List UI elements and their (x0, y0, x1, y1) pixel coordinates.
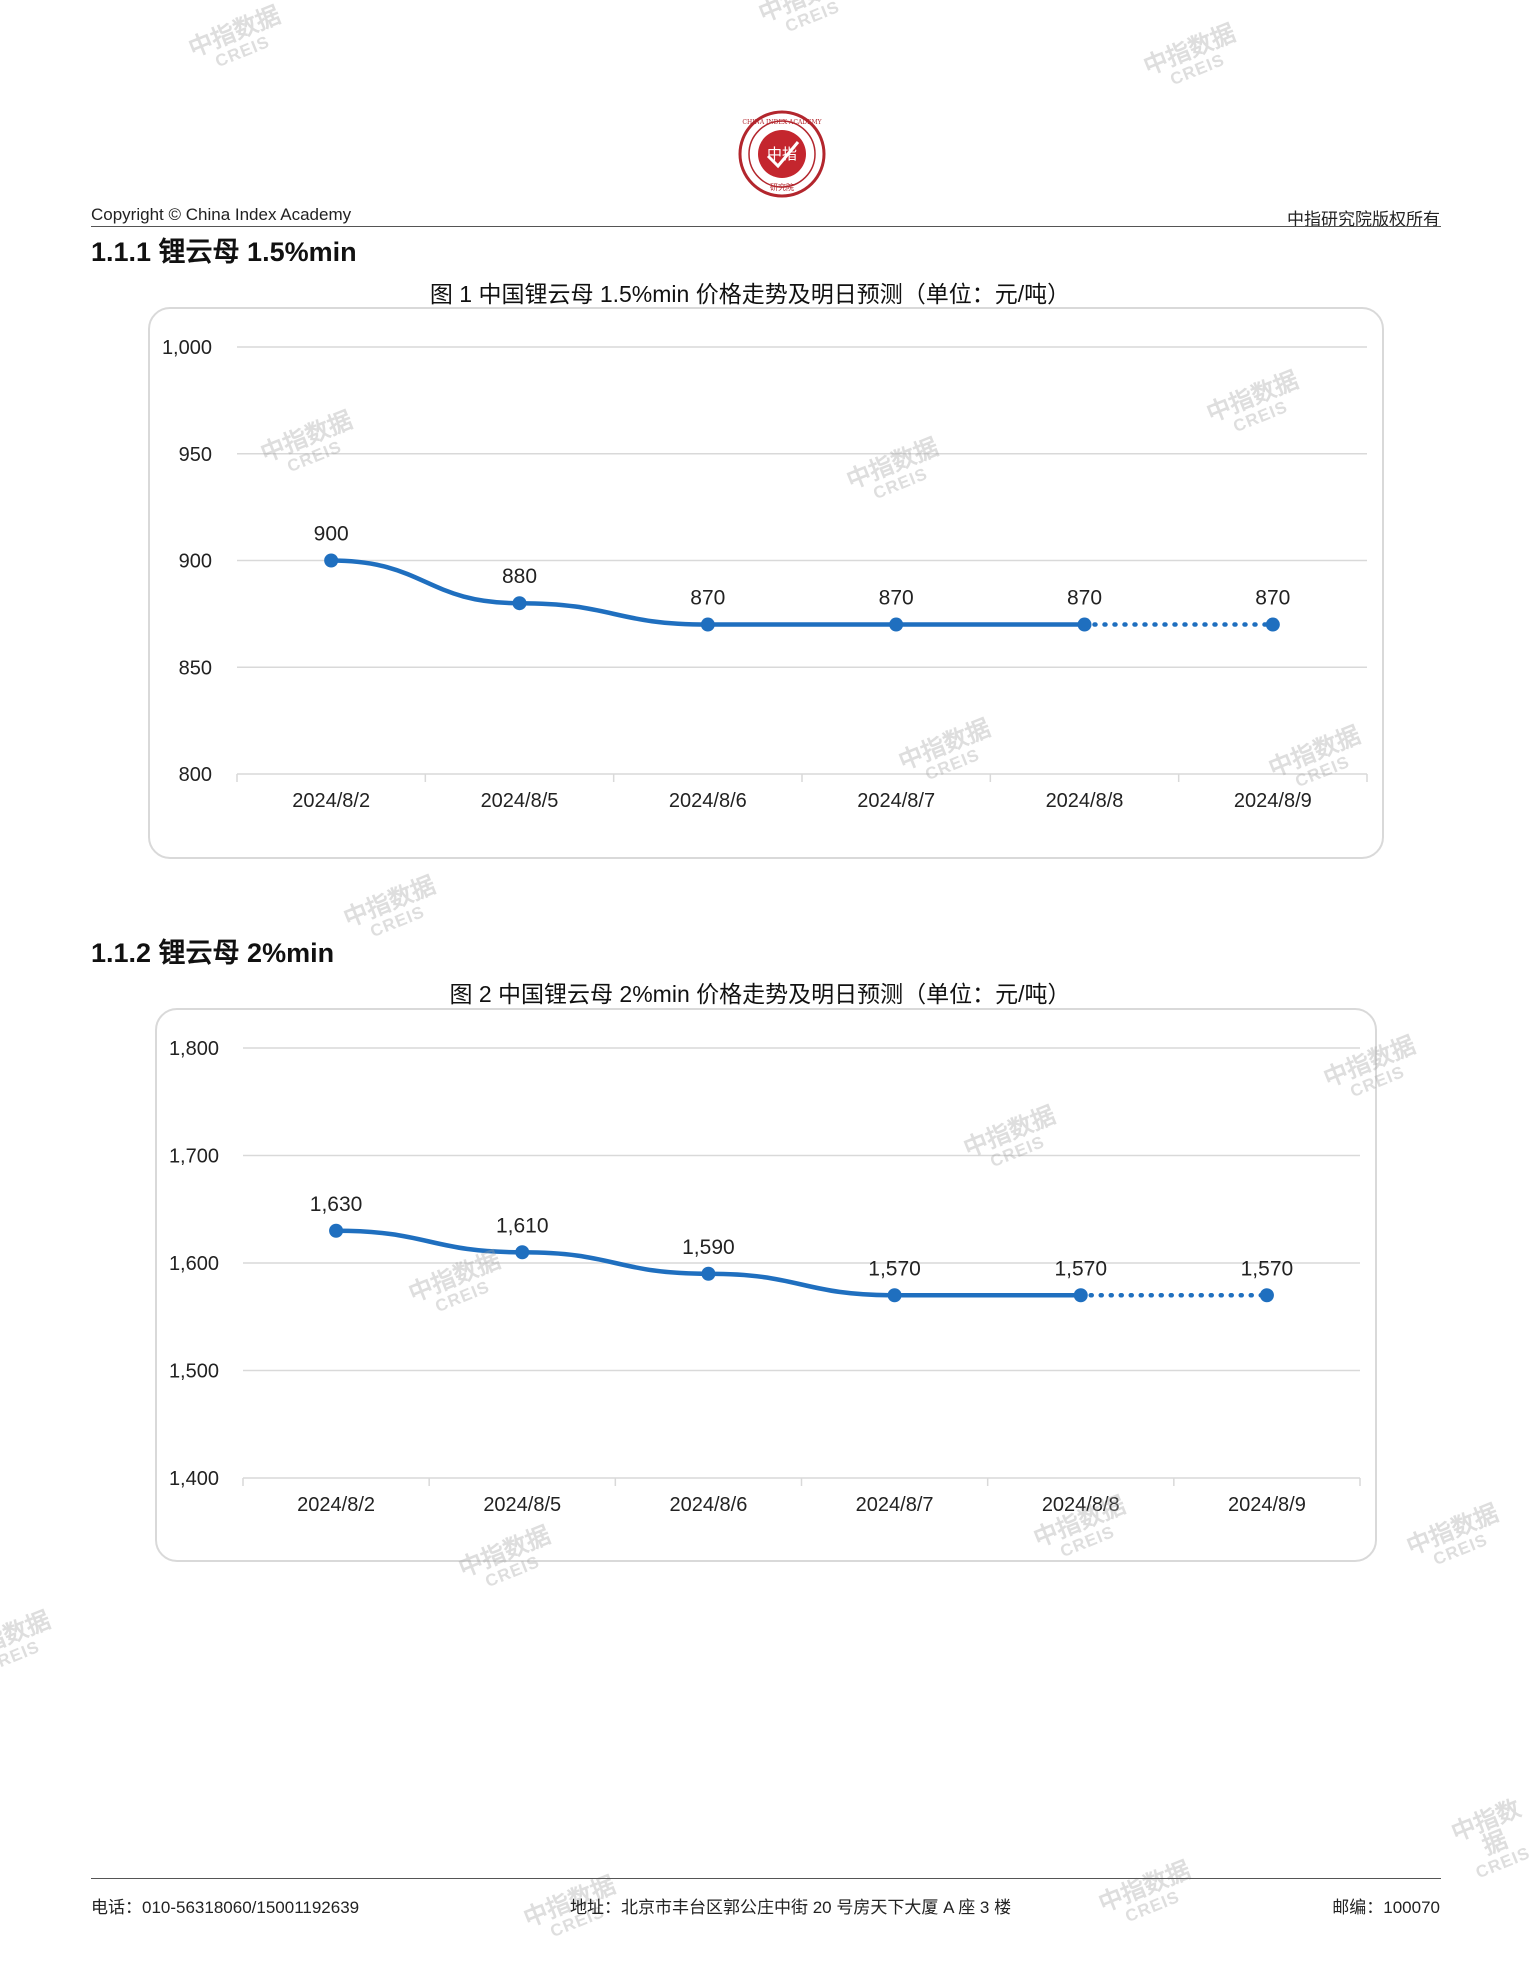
x-tick-label: 2024/8/2 (297, 1494, 375, 1516)
y-tick-label: 1,800 (169, 1038, 219, 1060)
footer-postcode: 邮编：100070 (1332, 1898, 1440, 1917)
svg-text:研究院: 研究院 (770, 182, 794, 192)
chart-2-frame: 1,400 1,500 1,600 1,700 1,800 2024/8/2 2024/8/… (155, 1008, 1377, 1562)
x-tick-label: 2024/8/7 (857, 790, 935, 812)
svg-text:CHINA INDEX ACADEMY: CHINA INDEX ACADEMY (742, 119, 822, 126)
data-label: 1,570 (868, 1257, 921, 1280)
svg-text:中指: 中指 (767, 145, 797, 163)
data-label: 1,590 (682, 1236, 735, 1259)
china-index-academy-logo: 中指 研究院 CHINA INDEX ACADEMY (738, 110, 826, 198)
series-line-actual (328, 558, 1087, 627)
data-point (1265, 617, 1280, 632)
y-tick-label: 1,400 (169, 1468, 219, 1490)
data-point (515, 1245, 530, 1260)
header-divider (91, 226, 1441, 227)
data-label: 880 (502, 565, 537, 588)
x-tick-label: 2024/8/5 (483, 1494, 561, 1516)
data-point (1077, 617, 1092, 632)
data-point (701, 1266, 716, 1281)
chart-caption-2: 图 2 中国锂云母 2%min 价格走势及明日预测（单位：元/吨） (449, 981, 1071, 1007)
y-tick-label: 1,700 (169, 1146, 219, 1168)
data-point (887, 1288, 902, 1303)
data-label: 1,630 (310, 1193, 363, 1216)
x-tick-label: 2024/8/8 (1046, 790, 1124, 812)
y-tick-label: 950 (179, 444, 212, 466)
x-tick-label: 2024/8/9 (1228, 1494, 1306, 1516)
y-tick-label: 800 (179, 764, 212, 786)
data-label: 870 (879, 587, 914, 610)
y-tick-label: 850 (179, 657, 212, 679)
data-point (324, 553, 339, 568)
footer-phone: 电话：010-56318060/15001192639 (91, 1898, 360, 1917)
data-label: 900 (314, 523, 349, 546)
data-label: 870 (1255, 587, 1290, 610)
footer-divider (91, 1878, 1441, 1879)
x-tick-label: 2024/8/5 (481, 790, 559, 812)
data-point (1259, 1288, 1274, 1303)
copyright-text: Copyright © China Index Academy (91, 205, 352, 224)
x-tick-label: 2024/8/6 (669, 1494, 747, 1516)
x-tick-label: 2024/8/9 (1234, 790, 1312, 812)
rights-text: 中指研究院版权所有 (1287, 210, 1440, 230)
x-tick-label: 2024/8/8 (1042, 1494, 1120, 1516)
x-tick-label: 2024/8/2 (292, 790, 370, 812)
data-label: 1,570 (1241, 1257, 1294, 1280)
section-heading-1: 1.1.1 锂云母 1.5%min (91, 237, 357, 267)
footer-address: 地址：北京市丰台区郭公庄中街 20 号房天下大厦 A 座 3 楼 (570, 1898, 1012, 1917)
data-point (889, 617, 904, 632)
data-label: 870 (690, 587, 725, 610)
y-tick-label: 1,500 (169, 1361, 219, 1383)
x-tick-label: 2024/8/7 (856, 1494, 934, 1516)
data-label: 870 (1067, 587, 1102, 610)
data-point (700, 617, 715, 632)
data-point (1073, 1288, 1088, 1303)
line-chart-2: 1,400 1,500 1,600 1,700 1,800 2024/8/2 2024/8/… (169, 1038, 1361, 1516)
data-label: 1,610 (496, 1214, 549, 1237)
data-point (512, 596, 527, 611)
chart-caption-1: 图 1 中国锂云母 1.5%min 价格走势及明日预测（单位：元/吨） (429, 281, 1071, 307)
data-label: 1,570 (1054, 1257, 1107, 1280)
y-tick-label: 1,000 (162, 337, 212, 359)
chart-1-frame: 800 850 900 950 1,000 2024/8/2 2024/8/5 2024/8/… (148, 307, 1384, 859)
line-chart-1: 800 850 900 950 1,000 2024/8/2 2024/8/5 2024/8/… (162, 337, 1368, 812)
data-point (329, 1223, 344, 1238)
y-tick-label: 1,600 (169, 1253, 219, 1275)
y-tick-label: 900 (179, 551, 212, 573)
section-heading-2: 1.1.2 锂云母 2%min (91, 938, 335, 968)
x-tick-label: 2024/8/6 (669, 790, 747, 812)
